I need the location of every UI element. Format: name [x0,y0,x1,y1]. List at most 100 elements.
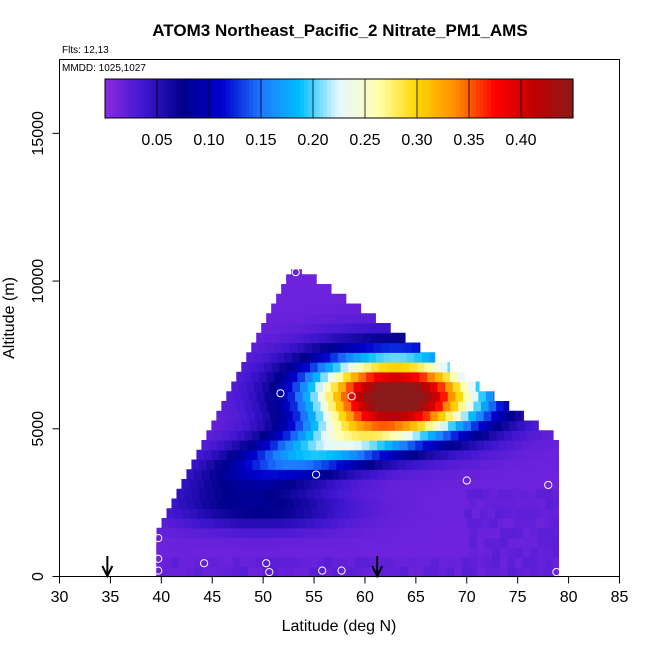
heatmap-cell [331,440,339,450]
heatmap-cell [441,450,449,460]
heatmap-cell [294,304,302,314]
heatmap-cell [453,440,461,450]
heatmap-cell [492,538,500,548]
heatmap-cell [555,450,559,460]
colorbar-swatch [335,79,340,118]
heatmap-cell [212,508,220,518]
heatmap-cell [328,372,336,382]
heatmap-cell [384,382,392,392]
colorbar-swatch [312,79,317,118]
heatmap-cell [347,469,355,479]
heatmap-cell [276,518,284,528]
heatmap-cell [385,567,393,577]
heatmap-cell [184,489,192,499]
heatmap-cell [209,469,217,479]
heatmap-cell [380,479,388,489]
heatmap-cell [436,460,444,470]
heatmap-cell [305,372,313,382]
heatmap-cell [515,528,523,538]
heatmap-cell [374,372,382,382]
heatmap-cell [305,401,313,411]
heatmap-cell [179,528,187,538]
heatmap-cell [248,469,256,479]
heatmap-cell [225,499,233,509]
heatmap-cell [271,528,279,538]
heatmap-cell [164,557,172,567]
heatmap-cell [343,313,351,323]
heatmap-cell [317,333,325,343]
heatmap-cell [517,450,525,460]
heatmap-cell [492,547,500,557]
heatmap-cell [309,538,317,548]
heatmap-cell [356,362,364,372]
heatmap-cell [372,479,380,489]
colorbar-swatch [515,79,520,118]
heatmap-cell [475,518,483,528]
heatmap-cell [485,547,493,557]
colorbar-swatch [386,79,391,118]
heatmap-cell [374,401,382,411]
heatmap-cell [469,547,477,557]
heatmap-cell [393,557,401,567]
heatmap-cell [530,469,538,479]
heatmap-cell [317,499,325,509]
heatmap-cell [209,440,217,450]
heatmap-cell [366,372,374,382]
heatmap-cell [187,567,195,577]
heatmap-cell [222,460,230,470]
heatmap-cell [338,382,346,392]
heatmap-cell [385,440,393,450]
heatmap-cell [174,508,182,518]
heatmap-cell [297,313,305,323]
heatmap-cell [401,499,409,509]
x-tick-label: 40 [152,589,170,606]
heatmap-cell [500,469,508,479]
heatmap-cell [364,391,372,401]
heatmap-cell [538,567,546,577]
heatmap-cell [274,372,282,382]
heatmap-cell [484,440,492,450]
heatmap-cell [301,538,309,548]
heatmap-cell [545,469,553,479]
heatmap-cell [418,421,426,431]
heatmap-cell [446,547,454,557]
heatmap-cell [189,508,197,518]
heatmap-cell [464,508,472,518]
heatmap-cell [304,284,312,294]
heatmap-cell [487,508,495,518]
x-tick-label: 55 [305,589,323,606]
heatmap-cell [371,362,379,372]
heatmap-cell [238,518,246,528]
heatmap-cell [265,421,273,431]
heatmap-cell [343,372,351,382]
heatmap-cell [512,460,520,470]
heatmap-cell [266,313,274,323]
heatmap-cell [477,557,485,567]
colorbar-swatch [300,79,305,118]
heatmap-cell [262,382,270,392]
colorbar-swatch [179,79,184,118]
heatmap-cell [425,362,433,372]
heatmap-cell [485,567,493,577]
heatmap-cell [230,460,238,470]
heatmap-cell [545,440,553,450]
heatmap-field [156,269,559,577]
heatmap-cell [225,469,233,479]
heatmap-cell [329,489,337,499]
heatmap-cell [428,489,436,499]
heatmap-cell [339,469,347,479]
heatmap-cell [474,460,482,470]
heatmap-cell [494,391,495,401]
colorbar-swatch [561,79,566,118]
heatmap-cell [468,411,476,421]
heatmap-cell [347,557,355,567]
heatmap-cell [291,294,299,304]
heatmap-cell [347,538,355,548]
heatmap-cell [296,284,304,294]
heatmap-cell [558,460,559,470]
heatmap-cell [266,508,274,518]
colorbar-swatch [109,79,114,118]
colorbar-swatch [320,79,325,118]
heatmap-cell [522,469,530,479]
heatmap-cell [514,440,522,450]
